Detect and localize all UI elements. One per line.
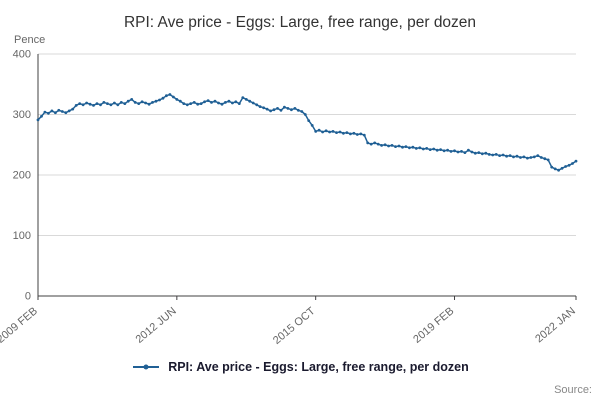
legend-line-marker-icon [133, 364, 160, 370]
svg-text:2012 JUN: 2012 JUN [134, 305, 179, 346]
svg-text:200: 200 [13, 170, 31, 182]
svg-text:2022 JAN: 2022 JAN [533, 305, 578, 345]
line-chart: 0 100 200 300 400 2009 FEB 2012 JUN 2015 OCT 201… [0, 49, 578, 347]
y-axis-unit-label: Pence [14, 34, 46, 46]
svg-text:0: 0 [25, 291, 31, 303]
source-label: Source: [554, 384, 592, 396]
legend-series-label: RPI: Ave price - Eggs: Large, free range… [168, 360, 469, 374]
svg-text:100: 100 [13, 230, 31, 242]
svg-text:300: 300 [13, 109, 31, 121]
svg-text:400: 400 [13, 49, 31, 61]
svg-text:2009 FEB: 2009 FEB [0, 305, 40, 346]
chart-legend: RPI: Ave price - Eggs: Large, free range… [0, 360, 600, 374]
chart-container: RPI: Ave price - Eggs: Large, free range… [0, 14, 578, 347]
svg-text:2015 OCT: 2015 OCT [271, 305, 318, 347]
chart-title: RPI: Ave price - Eggs: Large, free range… [123, 14, 477, 31]
svg-text:2019 FEB: 2019 FEB [411, 305, 456, 346]
